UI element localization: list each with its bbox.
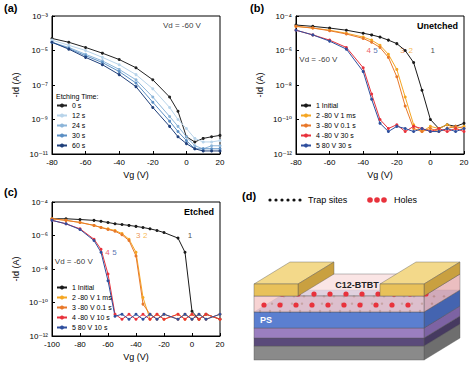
svg-text:30 s: 30 s <box>72 132 86 139</box>
svg-text:-40: -40 <box>130 340 142 349</box>
svg-text:-80: -80 <box>46 158 58 167</box>
svg-text:12 s: 12 s <box>72 112 86 119</box>
svg-text:-Id (A): -Id (A) <box>255 72 265 97</box>
svg-text:5: 5 <box>112 248 117 257</box>
svg-text:2: 2 <box>143 231 148 240</box>
svg-text:20: 20 <box>216 158 225 167</box>
svg-text:1: 1 <box>430 46 435 55</box>
svg-text:-40: -40 <box>357 158 369 167</box>
svg-text:-20: -20 <box>391 158 403 167</box>
svg-text:Vd = -60 V: Vd = -60 V <box>299 55 338 64</box>
svg-text:(c): (c) <box>4 186 18 198</box>
svg-text:2 -80 V 1 ms: 2 -80 V 1 ms <box>316 112 356 119</box>
svg-text:5 80 V 10 s: 5 80 V 10 s <box>72 324 108 331</box>
svg-text:0: 0 <box>184 158 189 167</box>
svg-text:10⁻¹²: 10⁻¹² <box>29 331 48 341</box>
svg-text:10⁻⁶: 10⁻⁶ <box>276 46 292 55</box>
svg-text:4: 4 <box>367 46 372 55</box>
svg-text:-60: -60 <box>102 340 114 349</box>
svg-text:(d): (d) <box>242 190 256 202</box>
svg-text:10⁻⁶: 10⁻⁶ <box>32 231 48 240</box>
svg-text:10⁻¹⁰: 10⁻¹⁰ <box>29 298 48 307</box>
svg-text:-80: -80 <box>290 158 302 167</box>
svg-text:3 -80 V 0.1 s: 3 -80 V 0.1 s <box>316 122 356 129</box>
svg-text:-60: -60 <box>324 158 336 167</box>
svg-text:Holes: Holes <box>394 195 418 205</box>
svg-text:-20: -20 <box>158 340 170 349</box>
svg-text:-60: -60 <box>80 158 92 167</box>
svg-text:5 80 V 30 s: 5 80 V 30 s <box>316 142 352 149</box>
svg-text:3: 3 <box>136 231 141 240</box>
svg-text:10⁻⁵: 10⁻⁵ <box>32 46 48 55</box>
svg-text:1 Initial: 1 Initial <box>72 284 95 291</box>
svg-text:Etched: Etched <box>184 207 214 217</box>
svg-text:3 -80 V 0.1 s: 3 -80 V 0.1 s <box>72 304 112 311</box>
svg-text:5: 5 <box>373 46 378 55</box>
svg-text:2: 2 <box>409 46 414 55</box>
svg-text:Unetched: Unetched <box>417 21 458 31</box>
svg-text:20: 20 <box>216 340 225 349</box>
svg-text:-Id (A): -Id (A) <box>11 72 21 97</box>
svg-text:0: 0 <box>190 340 195 349</box>
svg-text:10⁻¹⁰: 10⁻¹⁰ <box>273 115 292 124</box>
svg-text:4 -80 V 10 s: 4 -80 V 10 s <box>72 314 110 321</box>
svg-text:PS: PS <box>260 315 272 325</box>
svg-text:0: 0 <box>428 158 433 167</box>
svg-text:Vd = -60 V: Vd = -60 V <box>163 21 202 30</box>
svg-text:10⁻³: 10⁻³ <box>32 12 48 21</box>
svg-text:10⁻⁹: 10⁻⁹ <box>31 115 48 124</box>
svg-text:-20: -20 <box>147 158 159 167</box>
svg-text:-Id (A): -Id (A) <box>11 256 21 281</box>
svg-text:10⁻⁴: 10⁻⁴ <box>31 198 48 207</box>
svg-text:10⁻⁸: 10⁻⁸ <box>32 265 49 274</box>
svg-text:10⁻⁴: 10⁻⁴ <box>275 12 292 21</box>
svg-text:Vg (V): Vg (V) <box>367 170 393 180</box>
svg-text:(b): (b) <box>250 2 264 14</box>
svg-text:-100: -100 <box>44 340 61 349</box>
svg-text:20: 20 <box>460 158 469 167</box>
svg-text:10⁻¹¹: 10⁻¹¹ <box>29 149 48 159</box>
svg-text:0 s: 0 s <box>72 102 82 109</box>
svg-text:-40: -40 <box>113 158 125 167</box>
svg-text:Vd = -60 V: Vd = -60 V <box>55 257 94 266</box>
svg-text:-80: -80 <box>74 340 86 349</box>
svg-text:4: 4 <box>105 248 110 257</box>
svg-text:4 -80 V 30 s: 4 -80 V 30 s <box>316 132 354 139</box>
svg-text:1: 1 <box>188 231 193 240</box>
svg-text:10⁻⁷: 10⁻⁷ <box>32 81 48 90</box>
svg-text:Etching Time:: Etching Time: <box>56 93 98 101</box>
svg-text:(a): (a) <box>4 2 18 14</box>
svg-text:10⁻⁸: 10⁻⁸ <box>276 81 293 90</box>
svg-text:60 s: 60 s <box>72 142 86 149</box>
svg-text:2 -80 V 1 ms: 2 -80 V 1 ms <box>72 294 112 301</box>
svg-text:Trap sites: Trap sites <box>308 195 348 205</box>
svg-text:3: 3 <box>400 46 405 55</box>
svg-text:1 Initial: 1 Initial <box>316 102 339 109</box>
svg-text:Vg (V): Vg (V) <box>123 170 149 180</box>
svg-text:C12-BTBT: C12-BTBT <box>335 280 379 290</box>
svg-text:24 s: 24 s <box>72 122 86 129</box>
svg-text:Vg (V): Vg (V) <box>123 352 149 362</box>
svg-text:10⁻¹²: 10⁻¹² <box>273 149 292 159</box>
